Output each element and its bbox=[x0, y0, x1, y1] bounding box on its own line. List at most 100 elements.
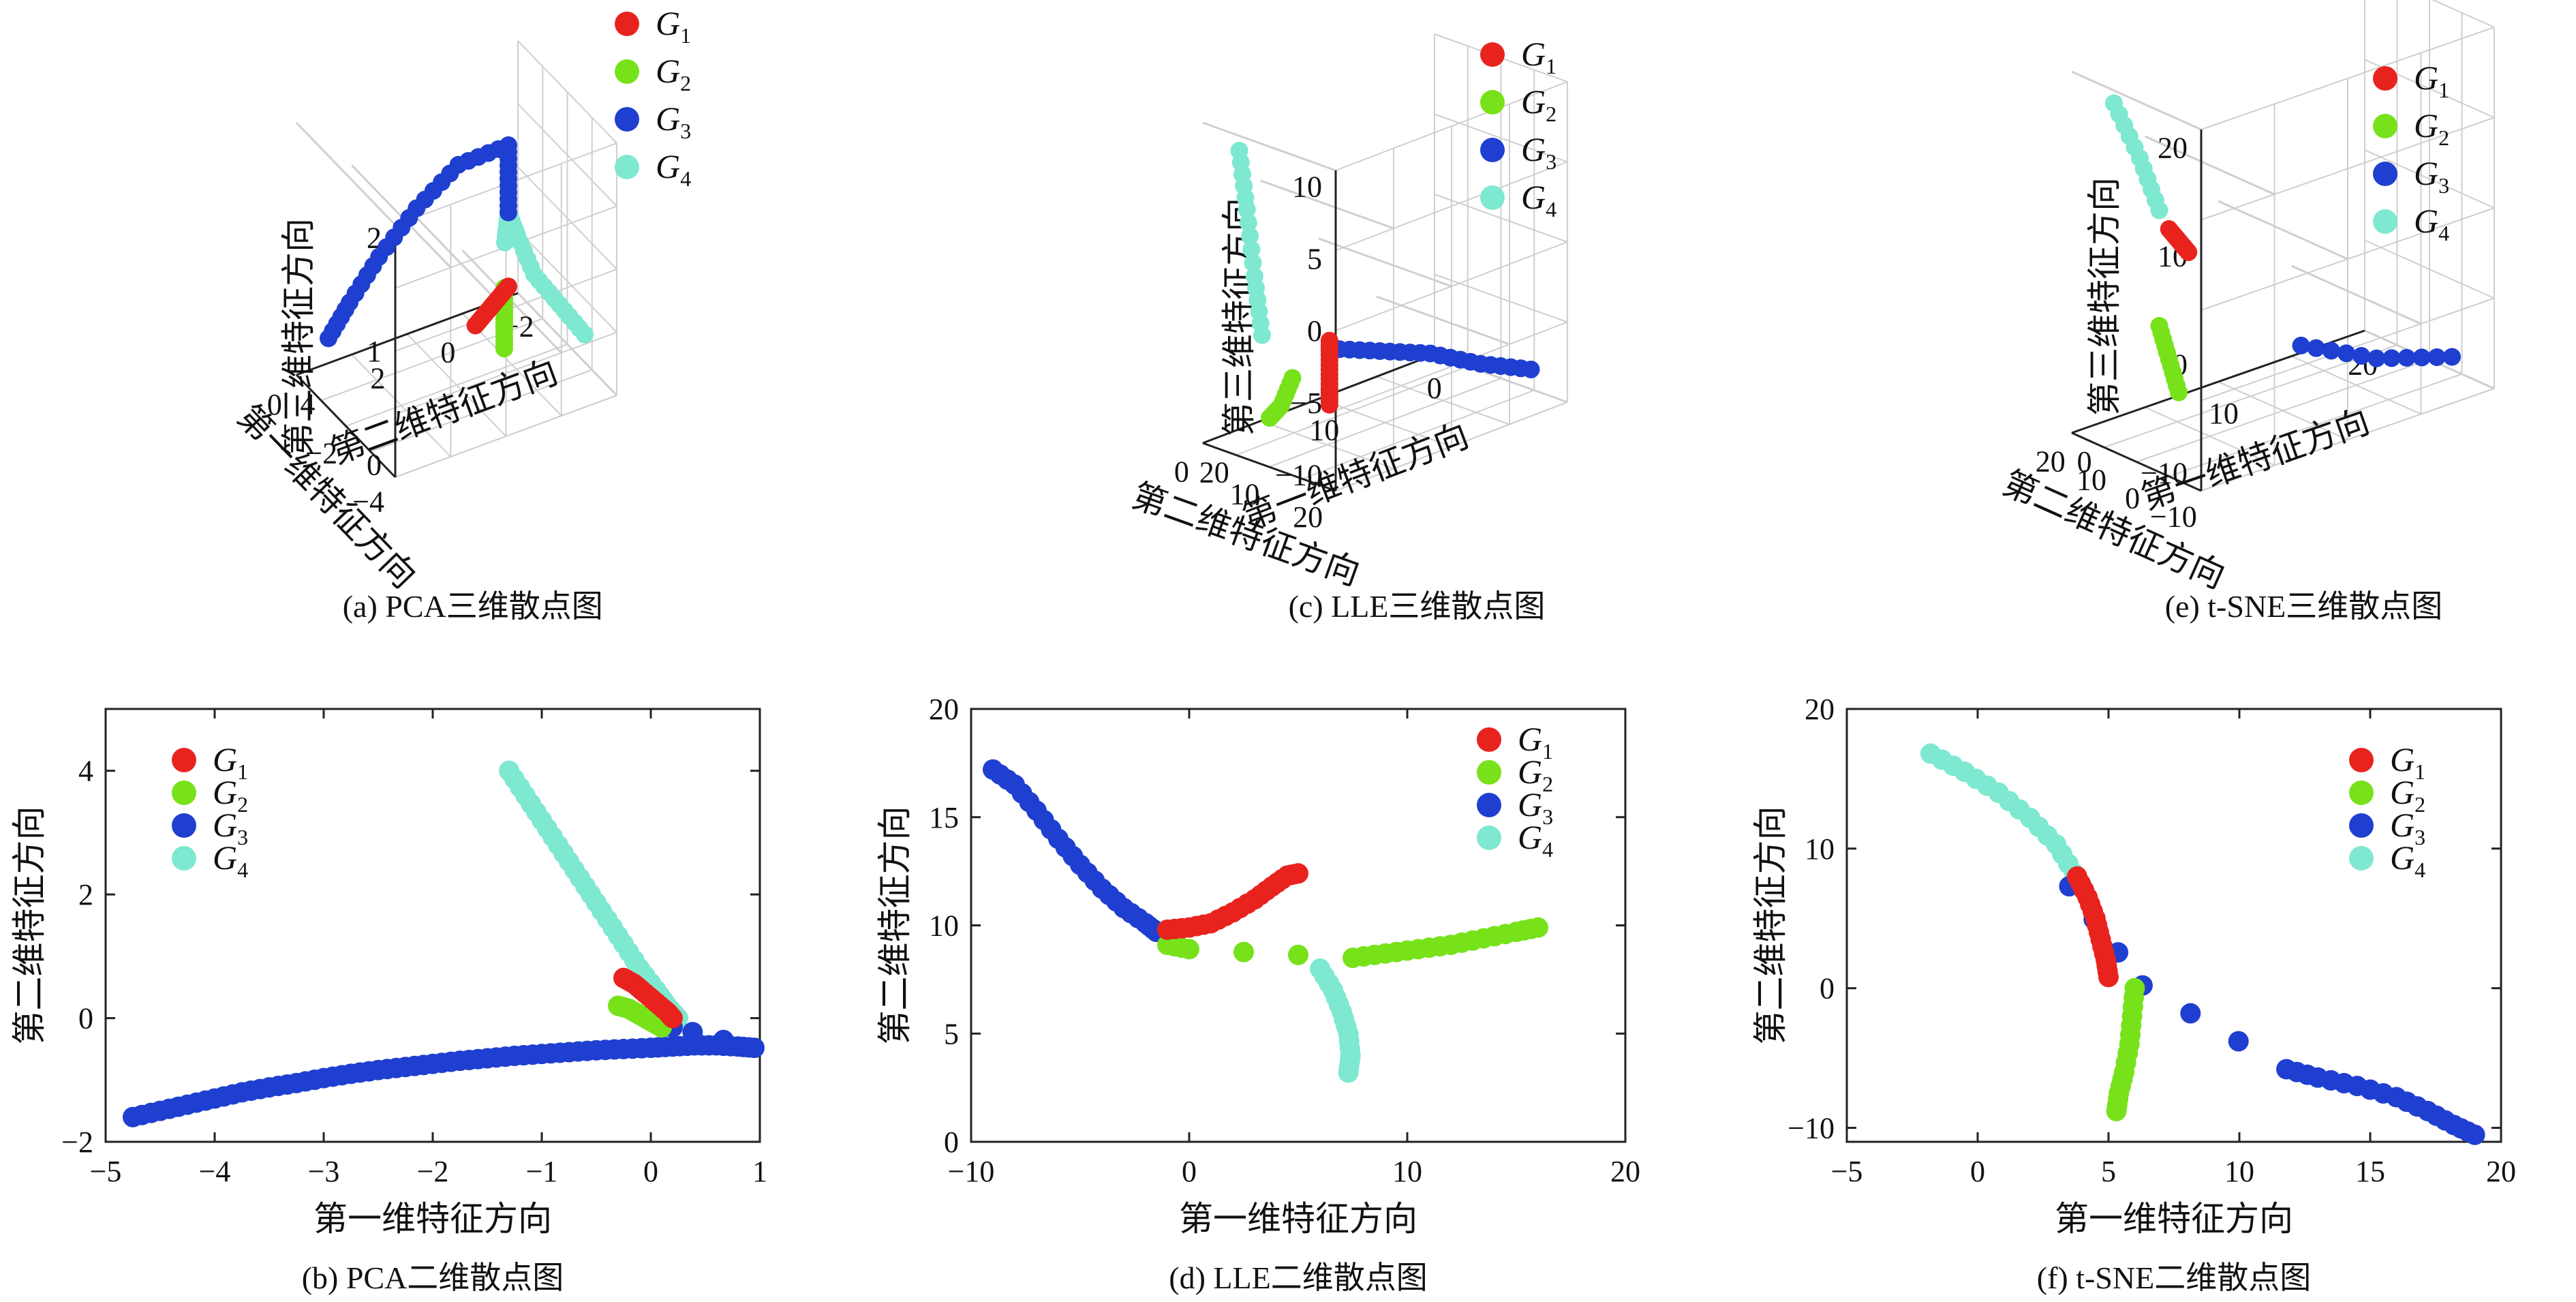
points bbox=[983, 759, 1548, 1083]
legend-marker-g4 bbox=[615, 155, 639, 179]
grid-line bbox=[406, 333, 507, 437]
legend-marker-g3 bbox=[2373, 162, 2397, 186]
z-tick-label: 10 bbox=[1292, 170, 1322, 204]
grid-line bbox=[1335, 81, 1568, 171]
legend-letter: G bbox=[2414, 202, 2438, 240]
grid-line bbox=[406, 207, 507, 312]
x-tick-label: 15 bbox=[2355, 1155, 2385, 1188]
legend-label-g4: G4 bbox=[2390, 838, 2425, 882]
x-tick-label: −2 bbox=[305, 436, 337, 470]
point-g3 bbox=[2228, 1031, 2249, 1052]
x-tick-label: −10 bbox=[2150, 500, 2197, 533]
legend-marker-g1 bbox=[2373, 66, 2397, 91]
legend-label-g3: G3 bbox=[1521, 130, 1557, 174]
legend-subscript: 4 bbox=[237, 858, 248, 882]
grid-line bbox=[1376, 376, 1510, 425]
legend-label-g3: G3 bbox=[2414, 154, 2449, 198]
y-tick-label: 0 bbox=[440, 336, 455, 369]
legend-subscript: 2 bbox=[237, 792, 248, 817]
x-tick-label: −1 bbox=[526, 1155, 558, 1188]
legend-letter: G bbox=[1521, 130, 1546, 168]
grid-line bbox=[2218, 381, 2348, 440]
point-g1 bbox=[466, 316, 485, 335]
x-axis-label: 第一维特征方向 bbox=[2055, 1200, 2293, 1238]
grid-line bbox=[1202, 121, 1336, 172]
grid-line bbox=[2290, 264, 2422, 325]
legend-marker-g4 bbox=[2373, 209, 2397, 234]
point-g4 bbox=[1244, 254, 1262, 272]
point-g4 bbox=[1239, 213, 1257, 232]
x-axis-label: 第一维特征方向 bbox=[1179, 1200, 1417, 1238]
grid-line bbox=[2432, 0, 2495, 28]
y-axis-line bbox=[1202, 353, 1435, 444]
legend-letter: G bbox=[656, 147, 680, 185]
legend-label-g1: G1 bbox=[2390, 740, 2425, 784]
grid-line bbox=[517, 166, 617, 270]
legend-subscript: 4 bbox=[1546, 197, 1557, 222]
grid-line bbox=[2071, 70, 2202, 131]
x-tick-label: −2 bbox=[417, 1155, 449, 1188]
grid-line bbox=[2218, 200, 2348, 260]
plot-frame bbox=[1845, 708, 2502, 1143]
grid-line bbox=[1434, 113, 1568, 163]
legend-letter: G bbox=[2390, 838, 2414, 877]
x-tick-label: 20 bbox=[1293, 500, 1323, 534]
legend-marker-g1 bbox=[172, 748, 196, 772]
x-tick-label: 0 bbox=[267, 388, 282, 421]
legend-label-g1: G1 bbox=[1518, 720, 1553, 763]
x-tick-label: −5 bbox=[1831, 1155, 1863, 1188]
points bbox=[123, 760, 765, 1127]
grid-line bbox=[1260, 179, 1394, 230]
grid-line bbox=[517, 103, 617, 207]
point-g2 bbox=[2170, 383, 2188, 402]
x-tick-label: 20 bbox=[2486, 1155, 2516, 1188]
legend-label-g1: G1 bbox=[213, 740, 248, 784]
x-tick-label: 0 bbox=[2125, 482, 2140, 515]
grid-line bbox=[1318, 237, 1452, 288]
point-g2 bbox=[495, 339, 513, 358]
grid-line bbox=[2201, 27, 2495, 130]
legend-subscript: 2 bbox=[2438, 125, 2449, 150]
x-tick-label: −4 bbox=[352, 485, 384, 519]
legend-label-g3: G3 bbox=[2390, 806, 2425, 849]
legend-letter: G bbox=[213, 773, 237, 811]
grid-line bbox=[1335, 241, 1568, 331]
y-axis-label: 第二维特征方向 bbox=[10, 806, 48, 1045]
grid-line bbox=[2201, 207, 2495, 311]
y-tick-label: 10 bbox=[1309, 414, 1339, 447]
legend-marker-g3 bbox=[1477, 793, 1501, 817]
point-g4 bbox=[1238, 200, 1256, 219]
legend-subscript: 2 bbox=[1542, 772, 1553, 796]
point-g2 bbox=[1179, 939, 1199, 960]
legend-letter: G bbox=[1518, 818, 1542, 856]
legend-letter: G bbox=[2390, 773, 2414, 811]
legend-subscript: 3 bbox=[1546, 149, 1557, 174]
x-axis-label: 第一维特征方向 bbox=[313, 1200, 552, 1238]
point-g3 bbox=[320, 329, 337, 348]
grid-line bbox=[1434, 194, 1568, 243]
point-g2 bbox=[1283, 369, 1302, 387]
grid-line bbox=[2364, 149, 2495, 209]
y-tick-label: 4 bbox=[301, 388, 316, 421]
legend-marker-g4 bbox=[172, 846, 196, 870]
grid-line bbox=[517, 292, 617, 396]
x-tick-label: −4 bbox=[199, 1155, 231, 1188]
x-tick-label: 1 bbox=[752, 1155, 767, 1188]
legend-subscript: 3 bbox=[237, 825, 248, 849]
legend-label-g2: G2 bbox=[1518, 753, 1553, 796]
grid-line bbox=[517, 40, 617, 144]
point-g1 bbox=[1320, 395, 1338, 414]
point-g3 bbox=[2397, 348, 2416, 367]
panel-f: −5 0 5 10 15 20 −10 0 10 20 第一维特征方向 第二维特征方向 (f) t-SN… bbox=[1751, 693, 2516, 1295]
legend-label-g3: G3 bbox=[213, 806, 248, 849]
legend-marker-g2 bbox=[172, 781, 196, 805]
point-g4 bbox=[1241, 227, 1259, 245]
panel-caption: (e) t-SNE三维散点图 bbox=[2165, 589, 2443, 624]
legend-label-g2: G2 bbox=[1521, 82, 1557, 126]
point-g1 bbox=[2179, 243, 2198, 261]
legend-letter: G bbox=[1521, 82, 1546, 121]
x-axis-line bbox=[1202, 442, 1336, 492]
grid-line bbox=[1236, 365, 1469, 456]
